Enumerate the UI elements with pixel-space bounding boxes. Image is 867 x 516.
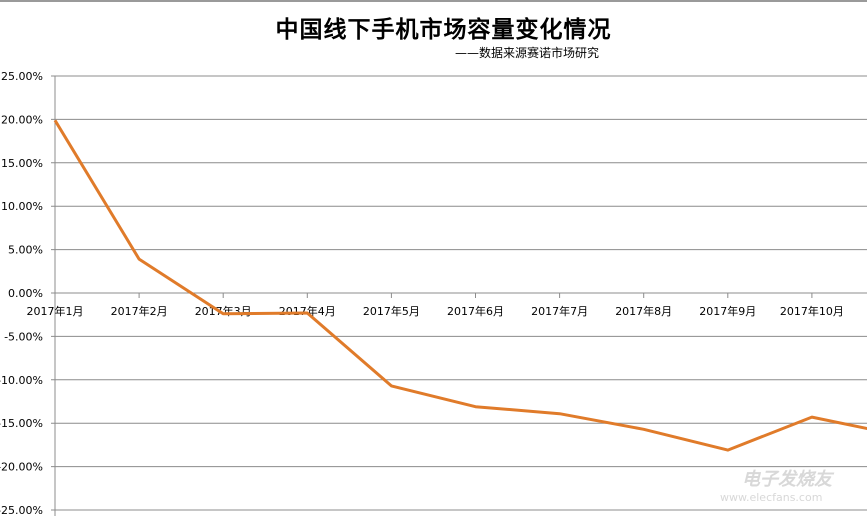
watermark-name: 电子发烧友 bbox=[742, 469, 832, 490]
y-tick-label: 25.00% bbox=[1, 70, 43, 83]
y-tick-label: -15.00% bbox=[0, 417, 43, 430]
x-tick-label: 2017年1月 bbox=[27, 304, 84, 318]
y-tick-label: 20.00% bbox=[1, 113, 43, 126]
x-tick-label: 2017年10月 bbox=[780, 304, 844, 318]
series-line bbox=[53, 119, 867, 452]
y-tick-label: 0.00% bbox=[8, 287, 43, 300]
x-tick-label: 2017年6月 bbox=[447, 304, 504, 318]
x-tick-label: 2017年4月 bbox=[279, 304, 336, 318]
y-tick-label: -20.00% bbox=[0, 461, 43, 474]
y-tick-label: -5.00% bbox=[4, 330, 43, 343]
x-tick-label: 2017年5月 bbox=[363, 304, 420, 318]
x-tick-label: 2017年9月 bbox=[699, 304, 756, 318]
chart-subtitle: ——数据来源赛诺市场研究 bbox=[455, 46, 600, 60]
y-tick-label: 10.00% bbox=[1, 200, 43, 213]
x-tick-label: 2017年7月 bbox=[531, 304, 588, 318]
watermark-url: www.elecfans.com bbox=[720, 491, 823, 504]
x-tick-label: 2017年3月 bbox=[195, 304, 252, 318]
y-tick-label: 15.00% bbox=[1, 157, 43, 170]
watermark: 电子发烧友 www.elecfans.com bbox=[720, 465, 832, 504]
x-tick-label: 2017年2月 bbox=[111, 304, 168, 318]
y-tick-label: -10.00% bbox=[0, 374, 43, 387]
top-border bbox=[0, 0, 867, 2]
y-tick-label: -25.00% bbox=[0, 504, 43, 516]
chart-title: 中国线下手机市场容量变化情况 bbox=[275, 16, 612, 43]
y-tick-label: 5.00% bbox=[8, 244, 43, 257]
x-tick-label: 2017年8月 bbox=[615, 304, 672, 318]
